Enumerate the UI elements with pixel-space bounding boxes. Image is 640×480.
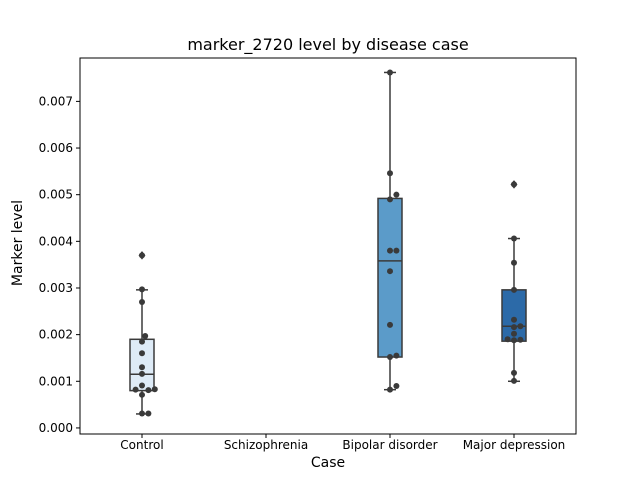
y-axis: 0.000 0.001 0.002 0.003 0.004 0.005 0.006 0.007 [39, 94, 80, 435]
x-tick-label: Schizophrenia [224, 438, 308, 452]
y-tick-label: 0.007 [39, 94, 73, 108]
data-point [393, 247, 400, 254]
x-tick-label: Major depression [463, 438, 566, 452]
data-point [387, 268, 393, 275]
data-point [139, 370, 145, 377]
data-point [139, 286, 145, 293]
y-tick-label: 0.005 [39, 188, 73, 202]
y-tick-label: 0.002 [39, 328, 73, 342]
chart-title: marker_2720 level by disease case [187, 35, 468, 55]
box-bipolar-disorder [377, 71, 403, 391]
y-tick-label: 0.001 [39, 374, 73, 388]
y-tick-label: 0.004 [39, 234, 73, 248]
data-point [139, 252, 145, 259]
data-point [387, 170, 393, 177]
data-point [139, 338, 145, 345]
iqr-box [377, 197, 403, 358]
plot-area [129, 69, 527, 417]
y-tick-label: 0.006 [39, 141, 73, 155]
data-point [145, 387, 152, 394]
data-point [511, 369, 517, 376]
data-point [145, 410, 152, 417]
data-point [517, 336, 524, 343]
data-point [387, 247, 393, 254]
data-point [139, 298, 145, 305]
data-point [387, 69, 393, 76]
x-axis-label: Case [311, 455, 345, 471]
data-point [139, 382, 145, 389]
y-tick-label: 0.000 [39, 421, 73, 435]
data-point [139, 391, 145, 398]
data-point [132, 386, 139, 393]
data-point [139, 364, 145, 371]
data-point [511, 181, 517, 188]
data-point [517, 323, 524, 330]
data-point [393, 382, 400, 389]
x-tick-label: Control [120, 438, 163, 452]
data-point [511, 324, 517, 331]
data-point [511, 286, 517, 293]
data-point [511, 259, 517, 266]
data-point [387, 354, 393, 361]
data-point [387, 196, 393, 203]
data-point [393, 191, 400, 198]
data-point [139, 350, 145, 357]
data-point [511, 330, 517, 337]
axes-frame [79, 57, 577, 435]
x-axis: Control Schizophrenia Bipolar disorder Majo… [120, 434, 565, 452]
data-point [387, 386, 393, 393]
data-point [511, 377, 517, 384]
data-point [387, 321, 393, 328]
data-point [393, 352, 400, 359]
data-point [151, 386, 158, 393]
y-axis-label: Marker level [10, 200, 26, 286]
x-tick-label: Bipolar disorder [342, 438, 437, 452]
data-point [511, 316, 517, 323]
y-tick-label: 0.003 [39, 281, 73, 295]
data-point [142, 333, 149, 340]
data-point [511, 235, 517, 242]
data-point [511, 337, 517, 344]
data-point [139, 410, 145, 417]
data-point [504, 336, 511, 343]
